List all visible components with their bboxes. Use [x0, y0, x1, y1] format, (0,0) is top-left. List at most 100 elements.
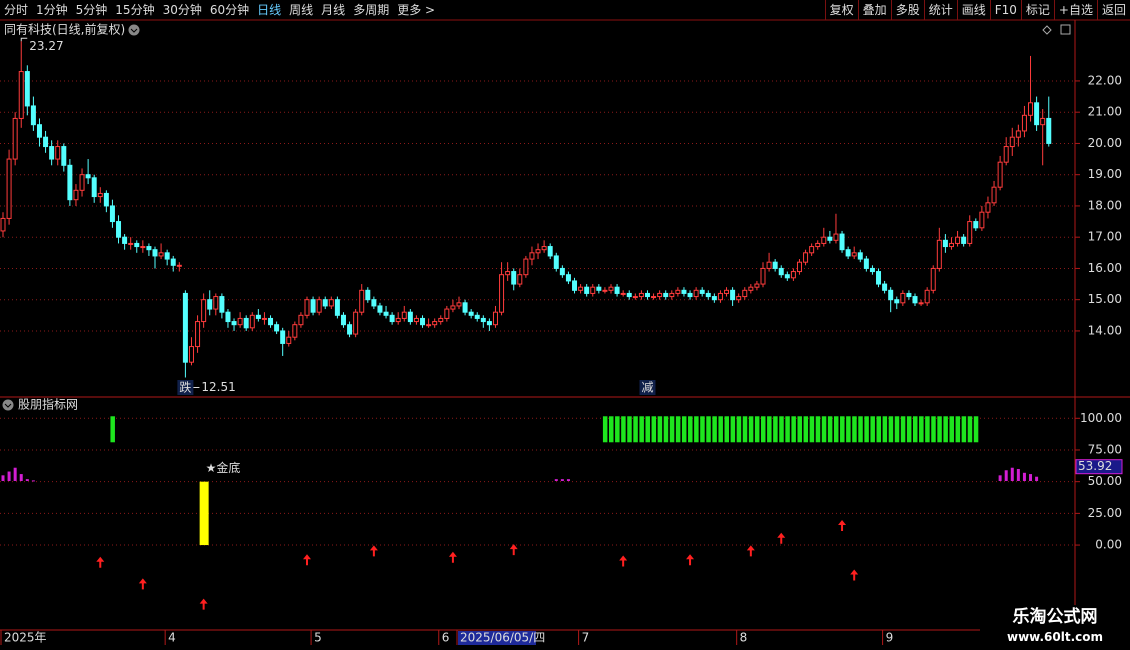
candle-body	[468, 311, 474, 316]
y-tick-label: 17.00	[1088, 230, 1122, 244]
toolbar-button[interactable]: 复权	[824, 0, 858, 20]
candle-body	[833, 233, 839, 241]
toolbar-button[interactable]: 周线	[289, 3, 314, 17]
toolbar-button[interactable]: 60分钟	[209, 3, 250, 17]
signal-block	[724, 416, 730, 443]
candle-body	[930, 267, 936, 291]
x-tick-label: 9	[886, 631, 894, 645]
candle-body	[67, 164, 73, 201]
candle-body	[906, 292, 912, 298]
panel-icon[interactable]	[1060, 24, 1071, 35]
y-tick-label: 50.00	[1088, 474, 1122, 488]
candle-body	[170, 258, 176, 266]
signal-block	[955, 416, 961, 443]
toolbar-button[interactable]: 5分钟	[75, 3, 108, 17]
signal-block	[943, 416, 948, 443]
candle-body	[347, 324, 353, 335]
candle-body	[219, 296, 225, 313]
toolbar: 分时 1分钟 5分钟 15分钟 30分钟 60分钟 日线 周线 月线 多周期 更多 > 复权 叠加 多股统…	[0, 0, 1130, 20]
y-tick-label: 25.00	[1088, 506, 1122, 520]
signal-block	[669, 416, 675, 443]
signal-block	[736, 416, 742, 443]
signal-block	[809, 416, 815, 443]
candle-body	[620, 292, 626, 295]
candle-body	[213, 296, 219, 310]
signal-block	[815, 416, 821, 443]
candle-body	[827, 236, 833, 241]
toolbar-button[interactable]: 统计	[923, 0, 957, 20]
event-label: 跌	[179, 380, 191, 395]
signal-column	[1004, 470, 1008, 481]
title-menu-icon[interactable]	[128, 24, 140, 36]
toolbar-button[interactable]: 多周期	[353, 3, 390, 17]
candle-body	[109, 205, 115, 223]
toolbar-button[interactable]: 多股	[890, 0, 924, 20]
candle-body	[438, 317, 444, 323]
candle-body	[553, 255, 559, 269]
toolbar-button[interactable]: 日线	[257, 3, 282, 17]
signal-column	[566, 479, 570, 481]
tool-buttons: 复权 叠加 多股 统计 画线 F10 标记 +自选 返回	[824, 0, 1130, 20]
signal-column	[1035, 476, 1039, 481]
candle-body	[444, 308, 450, 319]
signal-block	[675, 416, 681, 443]
candle-body	[699, 289, 705, 294]
x-tick-label: 8	[740, 631, 748, 645]
candle-body	[772, 261, 778, 269]
stock-title: 同有科技(日线,前复权)	[4, 22, 125, 37]
title-menu-caret	[130, 28, 138, 33]
candle-body	[669, 292, 675, 298]
signal-block	[803, 416, 809, 443]
signal-block	[913, 416, 918, 443]
candle-body	[280, 330, 286, 344]
toolbar-button[interactable]: 30分钟	[162, 3, 202, 17]
candle-body	[869, 267, 875, 273]
toolbar-button[interactable]: 返回	[1096, 0, 1130, 20]
candle-body	[638, 292, 644, 298]
y-tick-label: 14.00	[1088, 323, 1122, 337]
candle-body	[760, 267, 766, 285]
candle-body	[474, 314, 480, 319]
candle-body	[839, 233, 845, 251]
toolbar-button[interactable]: 1分钟	[36, 3, 68, 17]
candle-body	[43, 136, 49, 148]
candle-body	[462, 302, 468, 313]
candle-body	[274, 324, 280, 332]
signal-block	[694, 416, 699, 443]
toolbar-button[interactable]: 画线	[956, 0, 990, 20]
x-tick-label: 2025年	[4, 631, 47, 645]
indicator-menu-icon[interactable]	[2, 399, 14, 411]
candle-body	[942, 239, 948, 248]
candle-body	[784, 274, 790, 279]
toolbar-button[interactable]: 月线	[321, 3, 346, 17]
candle-body	[529, 252, 535, 260]
toolbar-button[interactable]: +自选	[1053, 0, 1097, 20]
candle-body	[225, 311, 231, 323]
panel-icon[interactable]	[1042, 25, 1052, 35]
toolbar-button[interactable]: 分时	[4, 3, 29, 17]
candle-body	[158, 252, 164, 257]
signal-block	[712, 416, 717, 443]
toolbar-button[interactable]: 标记	[1020, 0, 1054, 20]
signal-block	[876, 416, 882, 443]
candle-body	[651, 296, 657, 299]
candle-body	[535, 249, 541, 254]
y-tick-label: 16.00	[1088, 261, 1122, 275]
signal-block	[627, 416, 632, 443]
candle-body	[1021, 114, 1027, 132]
toolbar-button[interactable]: 15分钟	[115, 3, 155, 17]
candle-body	[97, 192, 103, 198]
signal-arrow	[746, 545, 755, 557]
candle-body	[310, 299, 316, 313]
candle-body	[961, 236, 967, 244]
candle-body	[979, 211, 985, 229]
toolbar-button[interactable]: 更多 >	[397, 3, 436, 17]
toolbar-button[interactable]: F10	[989, 0, 1021, 20]
candle-body	[1046, 117, 1052, 144]
signal-block	[894, 416, 900, 443]
candle-body	[480, 317, 486, 323]
toolbar-button[interactable]: 叠加	[857, 0, 891, 20]
signal-arrow	[619, 555, 628, 567]
candle-body	[863, 258, 869, 269]
signal-arrow	[138, 578, 147, 590]
